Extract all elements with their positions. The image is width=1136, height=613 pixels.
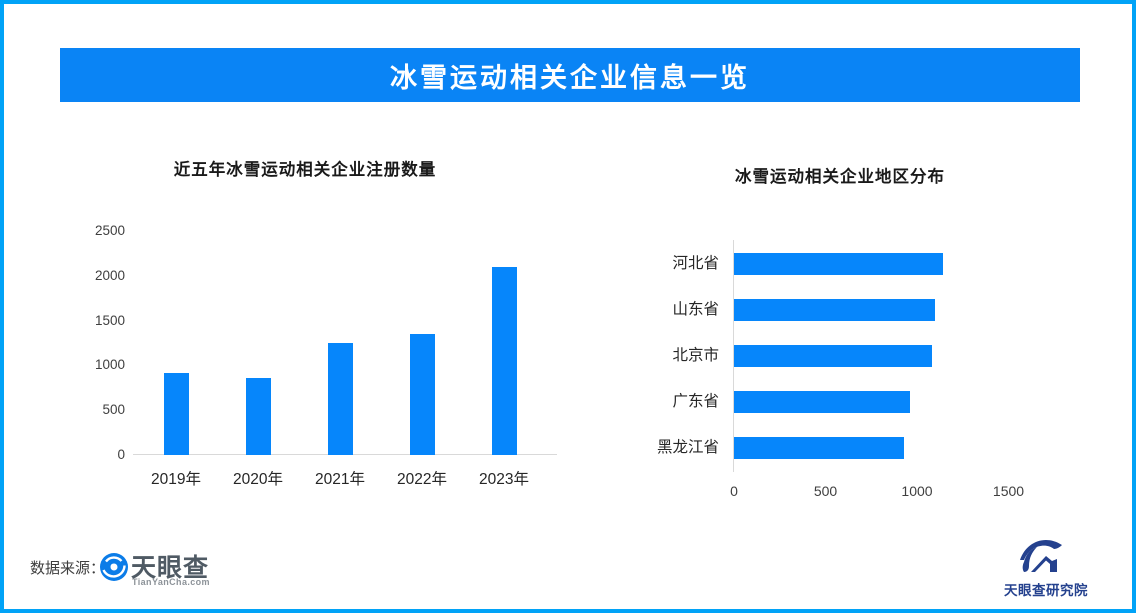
title-banner: 冰雪运动相关企业信息一览 (60, 48, 1080, 102)
bar-北京市 (734, 345, 932, 367)
x-tick-label: 2019年 (151, 471, 201, 488)
category-label: 黑龙江省 (656, 439, 719, 456)
x-tick-label: 500 (813, 483, 838, 499)
tianyancha-logo-icon (100, 553, 128, 581)
bar-广东省 (734, 391, 910, 413)
x-tick-label: 1500 (992, 483, 1025, 499)
bar-2021年 (327, 343, 353, 455)
region-chart-axis-line (733, 240, 734, 472)
tianyancha-logo-domain: TianYanCha.com (132, 577, 210, 587)
y-tick-label: 0 (117, 447, 125, 462)
tianyancha-logo-text: 天眼查 (131, 554, 210, 582)
registration-chart-plot (135, 231, 545, 455)
bar-2022年 (409, 334, 435, 455)
research-institute-logo-icon (1020, 539, 1062, 572)
x-tick-label: 2022年 (397, 471, 447, 488)
page-title: 冰雪运动相关企业信息一览 (390, 62, 750, 93)
bar-2019年 (163, 373, 189, 455)
x-tick-label: 0 (730, 483, 738, 499)
bar-河北省 (734, 253, 943, 275)
x-tick-label: 2023年 (479, 471, 529, 488)
y-tick-label: 2500 (94, 223, 125, 238)
research-institute-logo-text: 天眼查研究院 (1004, 583, 1088, 598)
y-tick-label: 1000 (94, 357, 125, 373)
x-tick-label: 2020年 (233, 471, 283, 488)
region-chart-title: 冰雪运动相关企业地区分布 (735, 168, 945, 186)
category-label: 北京市 (672, 347, 719, 364)
category-label: 广东省 (672, 393, 719, 410)
bar-山东省 (734, 299, 935, 321)
category-label: 河北省 (672, 255, 719, 272)
bar-黑龙江省 (734, 437, 904, 459)
data-source-label: 数据来源： (30, 560, 106, 577)
bar-2020年 (245, 378, 271, 455)
category-label: 山东省 (672, 301, 719, 318)
y-tick-label: 2000 (94, 267, 125, 283)
y-tick-label: 500 (102, 402, 125, 418)
bar-2023年 (491, 267, 517, 455)
y-tick-label: 1500 (94, 312, 125, 328)
registration-chart-title: 近五年冰雪运动相关企业注册数量 (173, 161, 437, 179)
x-tick-label: 1000 (901, 483, 933, 499)
x-tick-label: 2021年 (315, 471, 365, 488)
